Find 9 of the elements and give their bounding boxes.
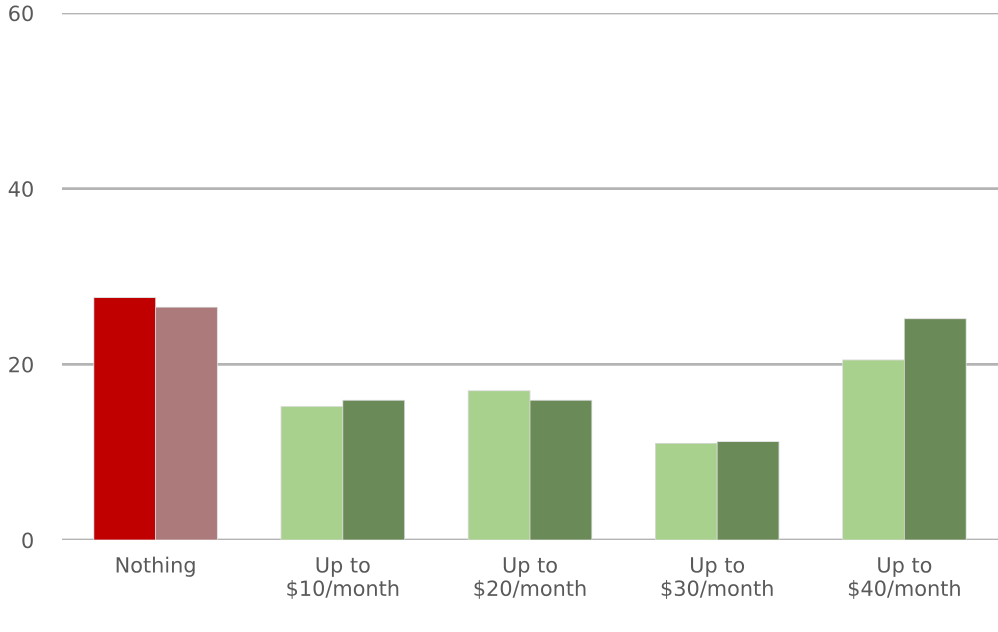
x-tick-label: Up to $30/month	[662, 557, 773, 599]
y-tick-label: 40	[8, 181, 33, 197]
x-tick-label: Up to $10/month	[287, 557, 398, 599]
x-tick-label: Nothing	[116, 556, 195, 577]
y-tick-label: 60	[9, 5, 33, 22]
y-tick-label: 20	[9, 356, 33, 373]
x-tick-label: Up to $40/month	[848, 557, 960, 599]
y-tick-label: 0	[22, 532, 33, 548]
x-tick-label: Up to $20/month	[474, 557, 586, 599]
